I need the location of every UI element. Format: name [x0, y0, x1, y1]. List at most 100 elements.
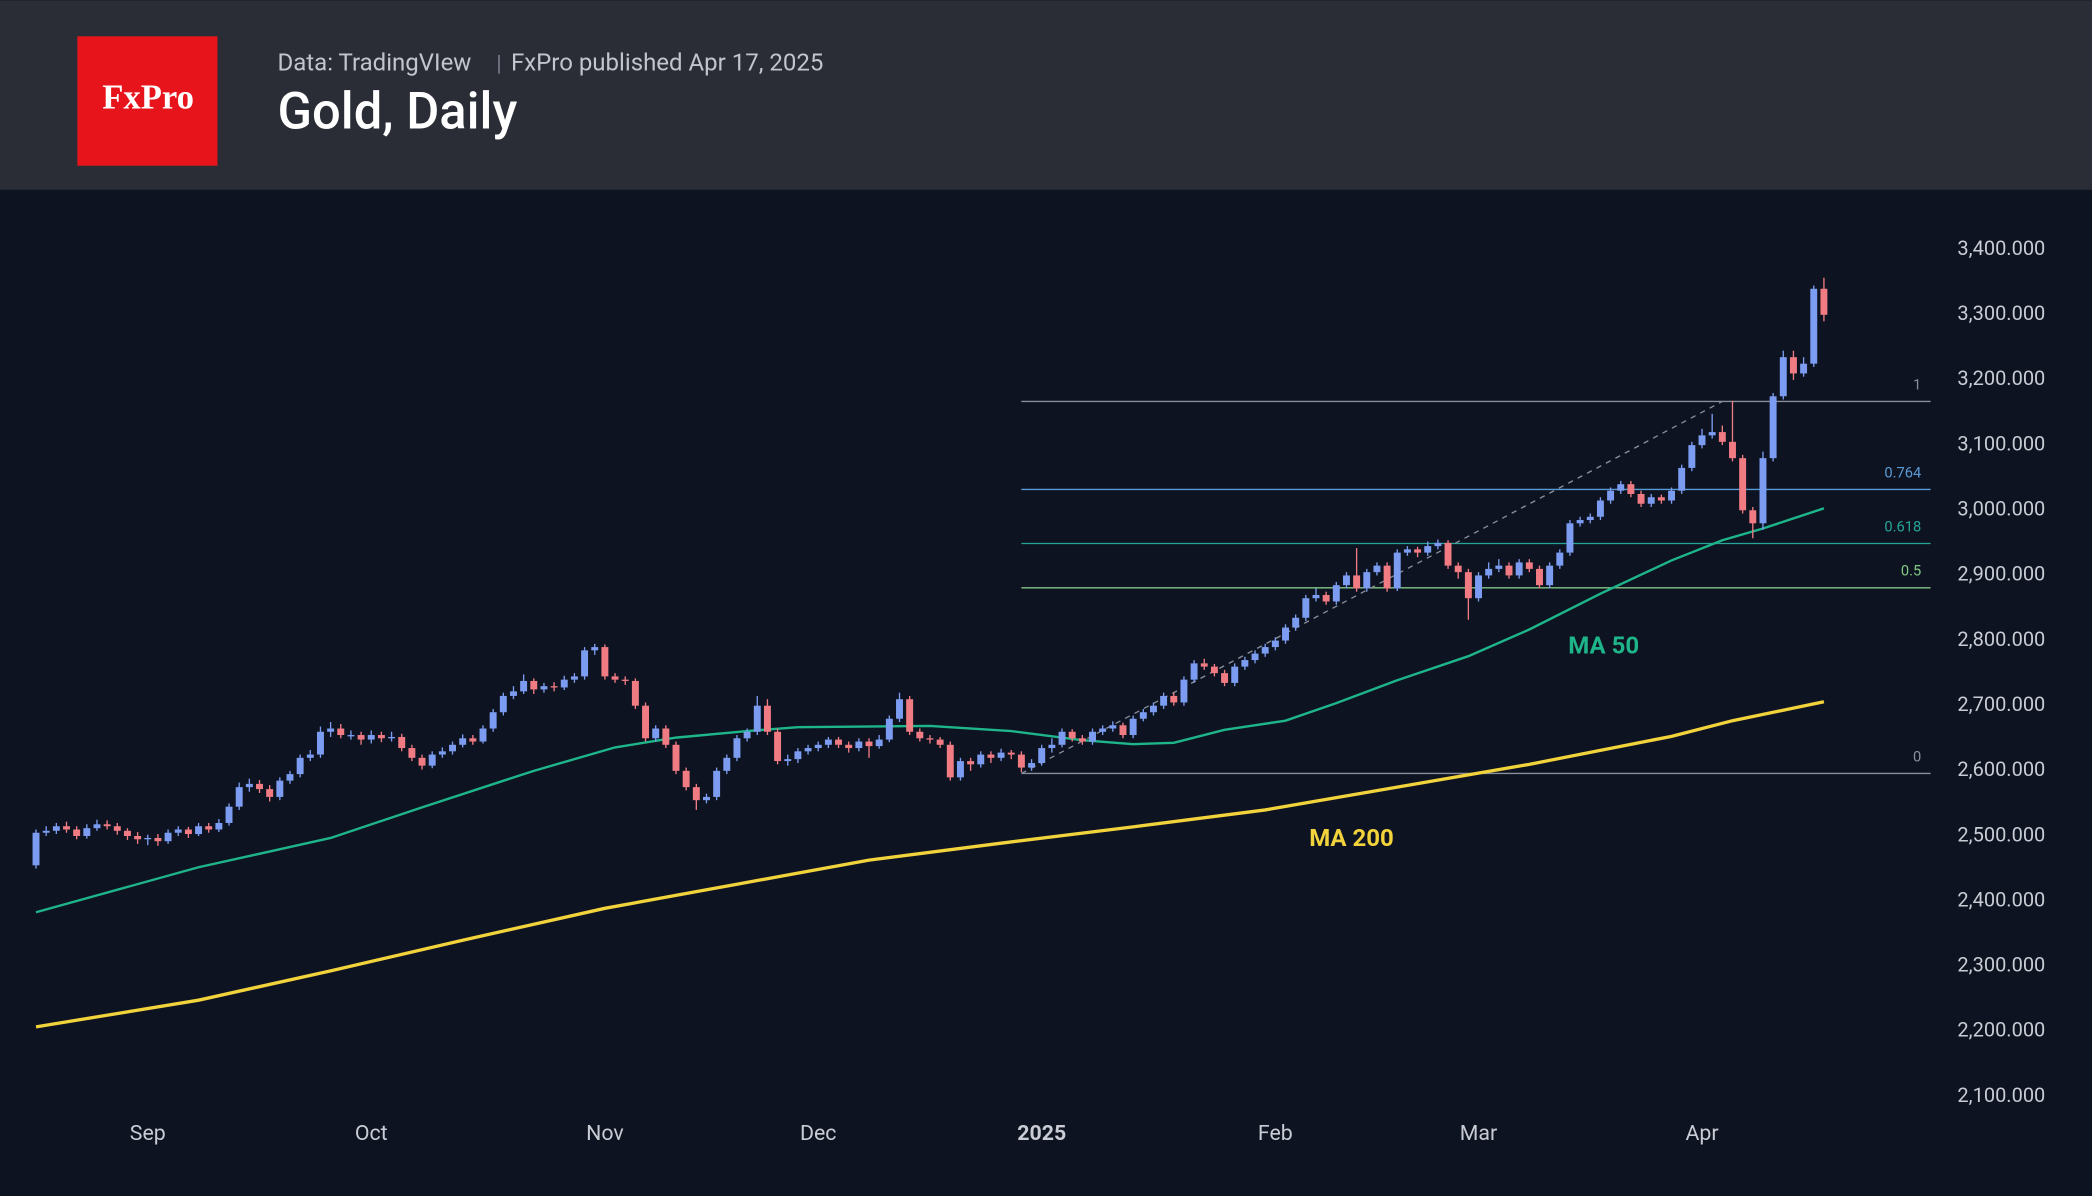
candle-body [1515, 562, 1523, 576]
candle-body [814, 744, 822, 749]
candle-body [1708, 432, 1716, 436]
candle-body [1210, 666, 1218, 674]
candle-body [1028, 763, 1036, 768]
candle-body [1332, 585, 1340, 602]
y-tick-label: 3,400.000 [1957, 236, 2045, 260]
candle-body [631, 680, 639, 706]
candle-body [306, 754, 314, 758]
candle-body [1586, 516, 1594, 521]
candle-body [1546, 565, 1554, 586]
candle-body [164, 832, 172, 842]
candle-body [1729, 441, 1736, 459]
y-tick-label: 3,200.000 [1957, 366, 2045, 390]
candle-body [1444, 542, 1452, 566]
candle-body [845, 744, 853, 749]
candle-body [1160, 695, 1168, 706]
candle-body [489, 712, 497, 729]
candle-body [123, 830, 131, 836]
candle-body [418, 757, 426, 766]
candle-body [520, 680, 528, 692]
candle-body [1810, 288, 1818, 364]
candle-body [388, 736, 396, 739]
candle-body [1556, 552, 1564, 566]
candle-body [195, 826, 203, 835]
candle-body [1596, 500, 1604, 517]
candle-body [1414, 549, 1422, 553]
title: Gold, Daily [278, 82, 518, 141]
candle-body [1820, 288, 1828, 315]
candle-body [1190, 663, 1198, 680]
fib-label: 0 [1913, 747, 1921, 765]
candle-body [1251, 653, 1259, 661]
y-tick-label: 2,500.000 [1957, 822, 2045, 846]
candle-body [662, 728, 670, 745]
y-tick-label: 2,600.000 [1957, 757, 2045, 781]
candle-body [1058, 731, 1066, 745]
candle-body [1698, 435, 1706, 446]
candle-body [1800, 363, 1808, 374]
y-tick-label: 2,400.000 [1957, 887, 2045, 911]
candle-body [763, 705, 771, 732]
candle-body [1657, 497, 1665, 501]
candle-body [1373, 565, 1381, 573]
candle-body [896, 699, 903, 719]
candle-body [885, 718, 893, 740]
x-tick-label: 2025 [1017, 1121, 1066, 1146]
candle-body [438, 751, 446, 755]
candle-body [1769, 396, 1777, 459]
candle-body [296, 757, 304, 775]
candle-body [469, 738, 477, 742]
candle-body [1403, 549, 1411, 553]
plot-area: 2,100.000 2,200.000 2,300.000 2,400.000 2,50… [32, 236, 2045, 1146]
y-tick-label: 3,300.000 [1957, 301, 2045, 325]
candle-body [865, 741, 873, 747]
published: FxPro published Apr 17, 2025 [511, 49, 823, 77]
candle-body [703, 796, 710, 801]
candle-body [987, 754, 995, 758]
candle-body [377, 735, 385, 739]
candle-body [459, 738, 467, 745]
y-tick-label: 3,100.000 [1957, 431, 2045, 455]
candle-body [713, 770, 721, 797]
candle-body [1312, 594, 1320, 599]
candle-body [337, 728, 345, 736]
annotation: MA 200 [1309, 824, 1394, 852]
candle-body [357, 735, 365, 740]
candle-body [93, 824, 101, 829]
y-tick-label: 2,200.000 [1957, 1018, 2045, 1042]
candle-body [1617, 484, 1625, 491]
candle-body [1759, 458, 1767, 524]
y-tick-label: 2,300.000 [1957, 953, 2045, 977]
candle-body [916, 731, 924, 739]
candle-body [824, 739, 832, 745]
candle-body [510, 691, 517, 696]
candle-body [682, 770, 690, 788]
candle-body [347, 735, 355, 737]
candle-body [1363, 572, 1371, 589]
candle-body [1678, 467, 1686, 491]
candle-body [1475, 575, 1482, 599]
candle-body [235, 787, 243, 807]
candle-body [1099, 728, 1107, 732]
candle-body [591, 647, 599, 651]
candle-body [286, 774, 294, 781]
candle-body [743, 731, 751, 739]
candle-body [1576, 520, 1584, 524]
candle-body [977, 754, 985, 765]
candle-body [1017, 754, 1025, 768]
candle-body [1536, 568, 1543, 586]
candle-body [723, 757, 731, 771]
fib-label: 0.764 [1884, 463, 1921, 481]
candle-body [956, 761, 964, 778]
trend-line [1021, 400, 1723, 775]
candle-body [316, 731, 324, 755]
candle-body [1068, 731, 1076, 739]
candle-body [794, 751, 802, 760]
candle-body [753, 705, 761, 732]
x-tick-label: Nov [586, 1121, 624, 1146]
candle-body [83, 828, 91, 836]
candle-body [926, 738, 934, 740]
candle-body [1688, 445, 1696, 468]
